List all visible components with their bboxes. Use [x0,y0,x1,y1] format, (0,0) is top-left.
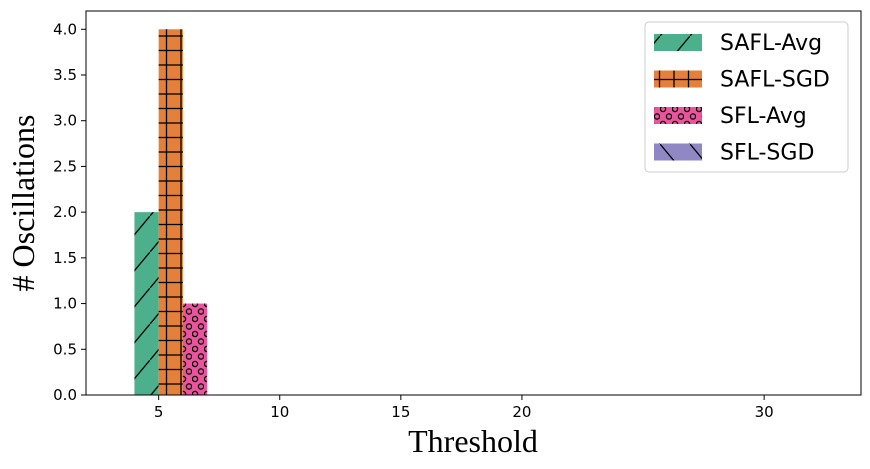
legend-label-safl-avg: SAFL-Avg [720,31,822,56]
bar-safl-sgd-0-hatch [158,29,183,396]
plot-frame [85,10,862,396]
legend-swatch-hatch-sfl-sgd [654,143,702,161]
legend-swatch-hatch-safl-sgd [654,70,702,88]
x-axis-ticks: 5 10 15 20 30 [154,395,774,421]
x-tick-label-10: 10 [270,403,289,421]
x-tick-label-20: 20 [512,403,531,421]
legend-swatch-hatch-safl-avg [654,34,702,51]
legend-frame [644,21,849,173]
y-tick-label-4-0: 4.0 [53,20,77,38]
x-tick-label-30: 30 [755,403,774,421]
y-tick-label-2-5: 2.5 [53,157,77,175]
y-tick-label-0-5: 0.5 [53,340,77,358]
bar-safl-avg-0-hatch [134,212,159,395]
legend-label-safl-sgd: SAFL-SGD [720,68,830,93]
legend-label-sfl-sgd: SFL-SGD [720,141,814,166]
legend: SAFL-Avg SAFL-SGD SFL-Avg SFL-SGD [644,21,849,173]
x-tick-label-5: 5 [154,403,164,421]
legend-label-sfl-avg: SFL-Avg [720,104,807,129]
bar-sfl-avg-0-hatch [182,303,208,395]
bars-layer [134,29,208,396]
y-axis-ticks: 0.0 0.5 1.0 1.5 2.0 2.5 3.0 3.5 4.0 [53,20,86,404]
y-tick-label-3-5: 3.5 [53,66,77,84]
x-tick-label-15: 15 [391,403,410,421]
y-tick-label-1-5: 1.5 [53,249,77,267]
legend-swatch-hatch-sfl-avg [654,107,702,124]
y-axis-title: # Oscillations [5,115,41,292]
y-tick-label-2-0: 2.0 [53,203,77,221]
y-tick-label-3-0: 3.0 [53,112,77,130]
x-axis-title: Threshold [408,423,538,459]
y-tick-label-1-0: 1.0 [53,295,77,313]
y-tick-label-0-0: 0.0 [53,386,77,404]
